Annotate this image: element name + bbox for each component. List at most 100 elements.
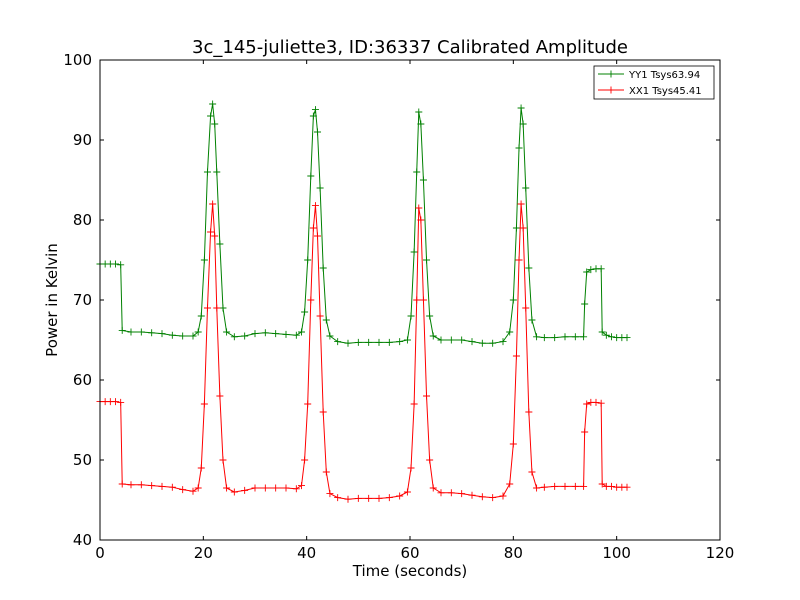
series-0-point-4: [117, 261, 125, 269]
series-1-point-69: [515, 256, 523, 264]
y-axis: 40 50 60 70 80 90 100: [63, 51, 720, 549]
x-tick-label-80: 80: [504, 544, 523, 562]
series-0-point-24: [230, 333, 238, 341]
series-1-point-34: [307, 296, 315, 304]
y-tick-label-40: 40: [73, 531, 92, 549]
series-1-point-30: [292, 485, 300, 493]
series-1-point-70: [517, 200, 525, 208]
series-0-point-85: [597, 265, 605, 273]
y-tick-label-60: 60: [73, 371, 92, 389]
series-1-point-28: [272, 484, 280, 492]
series-0-point-29: [282, 330, 290, 338]
series-1-point-54: [417, 216, 425, 224]
series-1-point-38: [316, 312, 324, 320]
series-1-point-66: [506, 480, 514, 488]
series-1-point-6: [127, 481, 135, 489]
series-1-point-19: [211, 232, 219, 240]
series-1-point-11: [179, 486, 187, 494]
series-1-point-53: [415, 204, 423, 212]
series-1-point-50: [407, 464, 415, 472]
series-1-point-44: [354, 494, 362, 502]
series-0-point-67: [509, 296, 517, 304]
series-0-point-49: [403, 336, 411, 344]
series-0-point-14: [197, 312, 205, 320]
series-0-point-45: [365, 338, 373, 346]
series-1-point-39: [319, 408, 327, 416]
series-1-point-43: [344, 495, 352, 503]
series-1-point-35: [309, 224, 317, 232]
series-0-point-28: [272, 330, 280, 338]
series-1-point-82: [583, 400, 591, 408]
series-1-point-17: [207, 228, 215, 236]
x-tick-label-60: 60: [400, 544, 419, 562]
legend-label-xx1: XX1 Tsys45.41: [629, 86, 702, 97]
series-1-point-80: [580, 482, 588, 490]
series-1-point-29: [282, 484, 290, 492]
series-0-point-32: [301, 308, 309, 316]
series-0-point-13: [194, 328, 202, 336]
legend: YY1 Tsys63.94 XX1 Tsys45.41: [593, 65, 715, 100]
series-0-point-44: [354, 338, 362, 346]
series-0-point-87: [602, 331, 610, 339]
series-1-point-57: [426, 456, 434, 464]
x-tick-label-0: 0: [95, 544, 105, 562]
series-1-point-79: [571, 482, 579, 490]
series-1-point-42: [334, 494, 342, 502]
series-1-point-4: [117, 398, 125, 406]
series-1-point-26: [251, 484, 259, 492]
series-0-point-63: [478, 339, 486, 347]
series-0-point-41: [326, 332, 334, 340]
x-tick-label-100: 100: [602, 544, 631, 562]
legend-entry-xx1: XX1 Tsys45.41: [598, 86, 702, 97]
series-0-point-17: [207, 112, 215, 120]
series-0-point-16: [203, 168, 211, 176]
series-1-point-37: [314, 232, 322, 240]
series-1-point-20: [213, 304, 221, 312]
series-1-point-85: [597, 399, 605, 407]
series-0-point-39: [319, 264, 327, 272]
series-0-point-22: [219, 304, 227, 312]
series-0-point-54: [417, 120, 425, 128]
series-0-point-91: [623, 334, 631, 342]
series-0-point-76: [540, 334, 548, 342]
series-0-point-15: [200, 256, 208, 264]
series-1-point-22: [219, 456, 227, 464]
series-0-point-55: [419, 176, 427, 184]
series-1-point-45: [365, 494, 373, 502]
series-0-point-3: [112, 260, 119, 268]
x-tick-label-120: 120: [706, 544, 735, 562]
series-0-point-65: [499, 338, 507, 346]
series-0-point-81: [581, 300, 589, 308]
series-0-point-86: [598, 328, 606, 336]
legend-box: [593, 65, 715, 100]
series-0-point-12: [189, 332, 197, 340]
plot-series: [96, 100, 631, 503]
series-0-point-79: [571, 333, 579, 341]
series-0-point-20: [213, 168, 221, 176]
series-1-point-56: [423, 392, 431, 400]
series-1-point-75: [533, 484, 541, 492]
series-1-point-81: [581, 428, 589, 436]
series-1-point-14: [197, 464, 205, 472]
series-0-point-61: [458, 336, 466, 344]
series-0-point-75: [533, 333, 541, 341]
series-1-point-5: [118, 480, 126, 488]
y-tick-label-70: 70: [73, 291, 92, 309]
series-1-point-63: [478, 493, 486, 501]
series-0-point-40: [322, 316, 330, 324]
series-1-point-76: [540, 483, 548, 491]
series-1-point-73: [525, 408, 533, 416]
series-0-point-73: [525, 264, 533, 272]
series-1-point-21: [216, 392, 224, 400]
series-0-point-10: [168, 331, 176, 339]
series-0-point-27: [261, 329, 269, 337]
x-tick-label-20: 20: [194, 544, 213, 562]
series-0-point-82: [583, 268, 591, 276]
series-0-point-52: [413, 168, 421, 176]
series-1-point-33: [304, 400, 312, 408]
series-0-point-34: [307, 172, 315, 180]
x-tick-label-40: 40: [297, 544, 316, 562]
series-0-point-8: [148, 329, 156, 337]
series-1-point-40: [322, 468, 330, 476]
